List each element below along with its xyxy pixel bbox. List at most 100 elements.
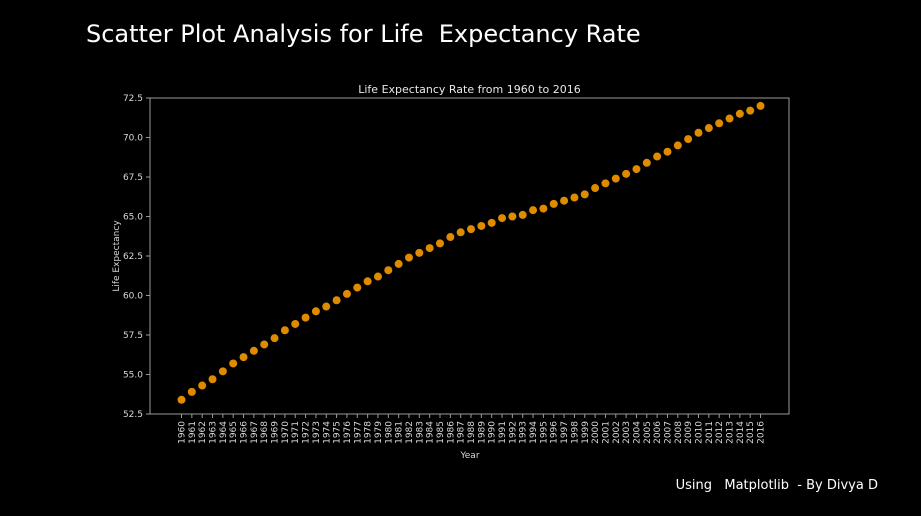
x-tick-label: 2002	[612, 421, 622, 444]
data-point	[715, 119, 724, 128]
x-tick-label: 1967	[250, 421, 260, 444]
data-point	[291, 319, 300, 328]
data-point	[198, 381, 207, 390]
data-point	[735, 109, 744, 118]
x-tick-label: 1983	[415, 421, 425, 444]
data-point	[260, 340, 269, 349]
data-point	[570, 193, 579, 202]
x-tick-label: 1981	[395, 421, 405, 444]
data-point	[436, 239, 444, 248]
x-tick-label: 1972	[302, 421, 312, 444]
data-point	[704, 124, 713, 133]
data-point	[694, 128, 703, 137]
data-point	[642, 158, 651, 167]
data-point	[280, 326, 289, 335]
x-tick-label: 2006	[653, 421, 663, 444]
x-tick-label: 2005	[643, 421, 653, 444]
data-point	[498, 214, 507, 223]
x-tick-label: 2008	[674, 421, 684, 444]
x-tick-label: 1996	[550, 421, 560, 444]
y-tick-label: 62.5	[123, 252, 143, 262]
x-tick-label: 1984	[426, 421, 436, 444]
x-tick-label: 1979	[374, 421, 384, 444]
data-point	[456, 228, 465, 237]
x-tick-label: 1995	[539, 421, 549, 444]
plot-frame	[149, 97, 790, 415]
data-point	[518, 210, 527, 219]
x-tick-label: 2004	[632, 421, 642, 444]
y-tick-label: 67.5	[123, 173, 143, 183]
x-tick-label: 1961	[188, 421, 198, 444]
x-tick-label: 2010	[695, 421, 705, 444]
data-point	[549, 199, 558, 208]
y-tick-label: 60.0	[123, 292, 143, 302]
x-tick-label: 1970	[281, 421, 291, 444]
data-point	[404, 253, 413, 262]
data-point	[580, 190, 589, 199]
x-tick-label: 1999	[581, 421, 591, 444]
data-point	[342, 289, 351, 298]
data-point	[187, 387, 196, 396]
y-tick-label: 72.5	[123, 94, 143, 104]
x-tick-label: 1964	[219, 421, 229, 444]
x-tick-label: 2014	[736, 421, 746, 444]
data-point	[208, 375, 217, 384]
data-point	[725, 114, 734, 123]
x-tick-label: 1971	[291, 421, 301, 444]
data-point	[756, 101, 765, 110]
data-point	[746, 106, 755, 115]
x-tick-label: 1992	[508, 421, 518, 444]
data-point	[177, 395, 186, 404]
x-tick-label: 1969	[271, 421, 281, 444]
x-tick-label: 1973	[312, 421, 322, 444]
data-point	[373, 272, 382, 281]
x-tick-label: 1974	[322, 421, 332, 444]
data-point	[229, 359, 238, 368]
x-tick-label: 1997	[560, 421, 570, 444]
x-tick-label: 1968	[260, 421, 270, 444]
x-tick-label: 1985	[436, 421, 446, 444]
data-point	[384, 266, 393, 275]
x-tick-label: 2012	[715, 421, 725, 444]
data-point	[322, 302, 331, 311]
x-tick-label: 1987	[457, 421, 467, 444]
x-tick-label: 2013	[726, 421, 736, 444]
x-tick-label: 1963	[209, 421, 219, 444]
data-point	[311, 307, 320, 316]
x-tick-label: 1978	[364, 421, 374, 444]
chart-title: Life Expectancy Rate from 1960 to 2016	[358, 83, 581, 96]
x-tick-label: 1962	[198, 421, 208, 444]
data-point	[560, 196, 569, 205]
x-tick-label: 1990	[488, 421, 498, 444]
x-tick-label: 1960	[178, 421, 188, 444]
x-tick-label: 1986	[446, 421, 456, 444]
x-tick-label: 2009	[684, 421, 694, 444]
data-point	[467, 225, 476, 234]
data-point	[611, 174, 620, 183]
data-point	[218, 367, 227, 376]
x-tick-label: 2015	[746, 421, 756, 444]
x-tick-label: 1991	[498, 421, 508, 444]
data-point	[477, 221, 486, 230]
x-tick-label: 1998	[570, 421, 580, 444]
x-tick-label: 1977	[353, 421, 363, 444]
data-point	[529, 206, 538, 215]
data-point	[301, 313, 310, 322]
data-point	[249, 346, 258, 355]
data-point	[353, 283, 362, 292]
data-point	[622, 169, 631, 178]
x-tick-label: 1988	[467, 421, 477, 444]
x-tick-label: 1965	[229, 421, 239, 444]
x-tick-label: 2007	[663, 421, 673, 444]
x-axis-label: Year	[459, 451, 479, 461]
data-point	[446, 233, 455, 242]
data-point	[270, 334, 279, 343]
data-point	[673, 141, 682, 150]
data-point	[239, 353, 248, 362]
footer-credit: Using Matplotlib - By Divya D	[675, 478, 878, 493]
data-point	[653, 152, 662, 161]
data-point	[591, 184, 600, 193]
data-point	[601, 179, 610, 188]
x-tick-label: 1994	[529, 421, 539, 444]
y-tick-label: 65.0	[123, 213, 143, 223]
